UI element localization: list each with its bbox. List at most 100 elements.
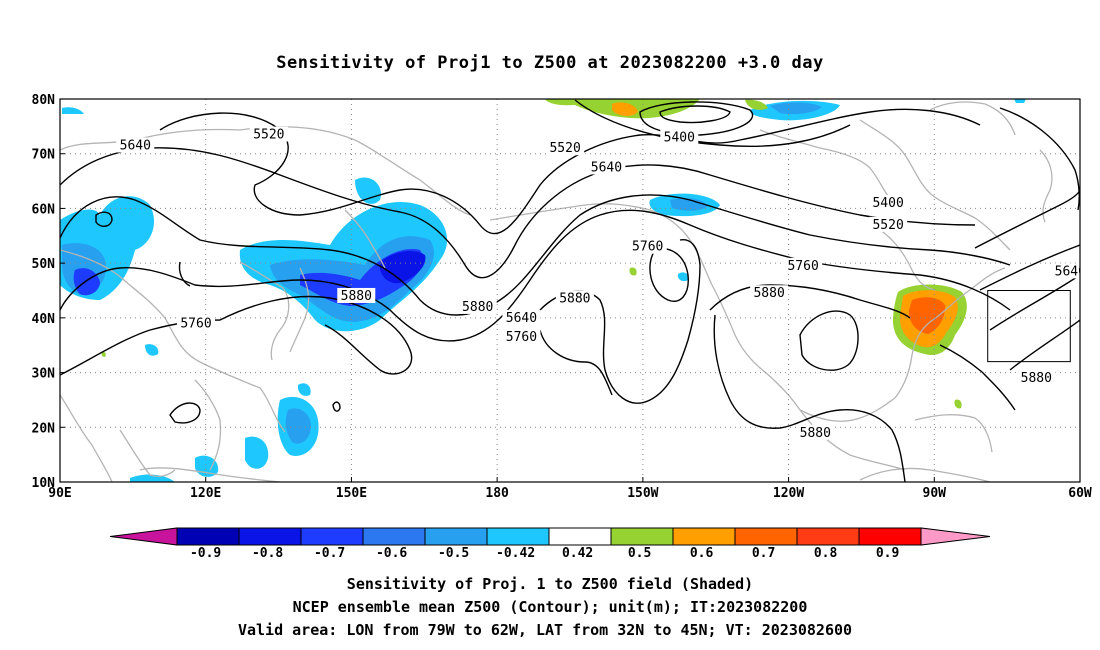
contour-line <box>178 261 191 287</box>
colorbar-bin <box>610 527 674 546</box>
coastline <box>119 429 176 477</box>
colorbar-label: 0.5 <box>628 546 651 561</box>
shade-region <box>145 344 159 356</box>
contour-label: 5880 <box>753 286 784 301</box>
contour-label: 5640 <box>591 160 622 175</box>
contour-label: 5520 <box>872 218 903 233</box>
contour-label: 5880 <box>341 289 372 304</box>
contour-label-background <box>628 238 667 254</box>
contour-label: 5760 <box>180 316 211 331</box>
y-tick-label: 40N <box>32 312 56 327</box>
contour-label-background <box>660 129 699 145</box>
contour-line <box>999 107 1080 211</box>
negative-sensitivity-shading <box>60 99 1026 482</box>
contour-label-background <box>337 287 376 303</box>
contour-label-background <box>1017 370 1056 386</box>
contour-line <box>574 99 851 147</box>
contour-line <box>799 310 859 371</box>
coastline <box>914 414 993 453</box>
contour-label-background <box>546 140 585 156</box>
figure-title: Sensitivity of Proj1 to Z500 at 20230822… <box>276 53 823 73</box>
contour-label: 5760 <box>632 240 663 255</box>
contour-label-background <box>1051 263 1080 279</box>
colorbar-bin <box>858 527 922 546</box>
colorbar-bin <box>796 527 860 546</box>
colorbar-bin <box>672 527 736 546</box>
contour-label: 5880 <box>559 292 590 307</box>
coastline <box>489 203 651 221</box>
contour-label-background <box>750 285 789 301</box>
contour-label: 5880 <box>462 300 493 315</box>
contour-label: 5400 <box>664 130 695 145</box>
coastline <box>194 379 222 471</box>
contour-label: 5640 <box>506 311 537 326</box>
contour-line <box>539 238 701 404</box>
coastlines <box>60 101 1053 482</box>
colorbar-bin <box>176 527 240 546</box>
shade-region <box>670 198 708 211</box>
colorbar-label: -0.6 <box>376 546 407 561</box>
contour-line <box>709 284 911 319</box>
contour-label: 5880 <box>1021 371 1052 386</box>
contour-label-background <box>784 257 823 273</box>
colorbar-bin <box>300 527 364 546</box>
shade-region <box>297 383 311 396</box>
contour-label: 5640 <box>1055 264 1086 279</box>
colorbar-label: -0.9 <box>190 546 221 561</box>
shade-region <box>355 177 381 204</box>
shade-region <box>770 102 822 115</box>
shade-region <box>677 272 689 282</box>
colorbar-label: -0.5 <box>438 546 469 561</box>
z500-contours <box>60 99 1080 482</box>
x-tick-label: 90W <box>923 486 947 501</box>
colorbar-bin <box>238 527 302 546</box>
contour-label-background <box>555 290 594 306</box>
contour-label: 5760 <box>787 259 818 274</box>
x-tick-label: 60W <box>1068 486 1092 501</box>
shade-region <box>379 250 426 284</box>
x-tick-label: 120W <box>773 486 804 501</box>
contour-label: 5400 <box>872 196 903 211</box>
contour-label-background <box>458 298 497 314</box>
contour-label-background <box>796 424 835 440</box>
coastline <box>239 261 290 361</box>
coastline <box>139 467 281 482</box>
coastline <box>894 267 1006 399</box>
coastline <box>799 397 896 422</box>
contour-label: 5760 <box>506 330 537 345</box>
y-tick-label: 60N <box>32 202 56 217</box>
colorbar-label: 0.7 <box>752 546 775 561</box>
x-tick-label: 150E <box>336 486 367 501</box>
colorbar-max-triangle <box>920 527 991 546</box>
contour-line <box>974 189 1080 249</box>
contour-label: 5880 <box>800 426 831 441</box>
y-tick-label: 70N <box>32 148 56 163</box>
colorbar-bin <box>362 527 426 546</box>
shade-region <box>245 436 269 469</box>
contour-label-background <box>249 126 288 142</box>
shade-region <box>1014 99 1026 103</box>
contour-label-background <box>869 216 908 232</box>
coastline <box>60 394 113 482</box>
colorbar-label: 0.42 <box>562 546 593 561</box>
y-axis-ticks: 10N 20N 30N 40N 50N 60N 70N 80N <box>32 93 65 491</box>
coastline <box>711 284 801 411</box>
coastline <box>344 209 386 269</box>
contour-label-background <box>116 137 155 153</box>
contour-line <box>979 244 1080 291</box>
shade-region <box>954 399 962 409</box>
y-tick-label: 50N <box>32 257 56 272</box>
shade-region <box>745 99 768 110</box>
colorbar-label: -0.8 <box>252 546 283 561</box>
colorbar-label: 0.6 <box>690 546 714 561</box>
valid-area-box <box>987 290 1071 363</box>
contour-label-background <box>869 194 908 210</box>
colorbar-label: 0.9 <box>876 546 899 561</box>
contour-labels: 5520 5640 5520 5400 5640 5400 5520 5760 5760 5640… <box>116 126 1086 441</box>
grid-lines <box>60 99 1080 482</box>
contour-line <box>60 147 976 279</box>
coastline <box>1039 149 1053 223</box>
contour-line <box>713 314 906 482</box>
contour-line <box>989 274 1080 331</box>
shade-region <box>130 474 175 482</box>
